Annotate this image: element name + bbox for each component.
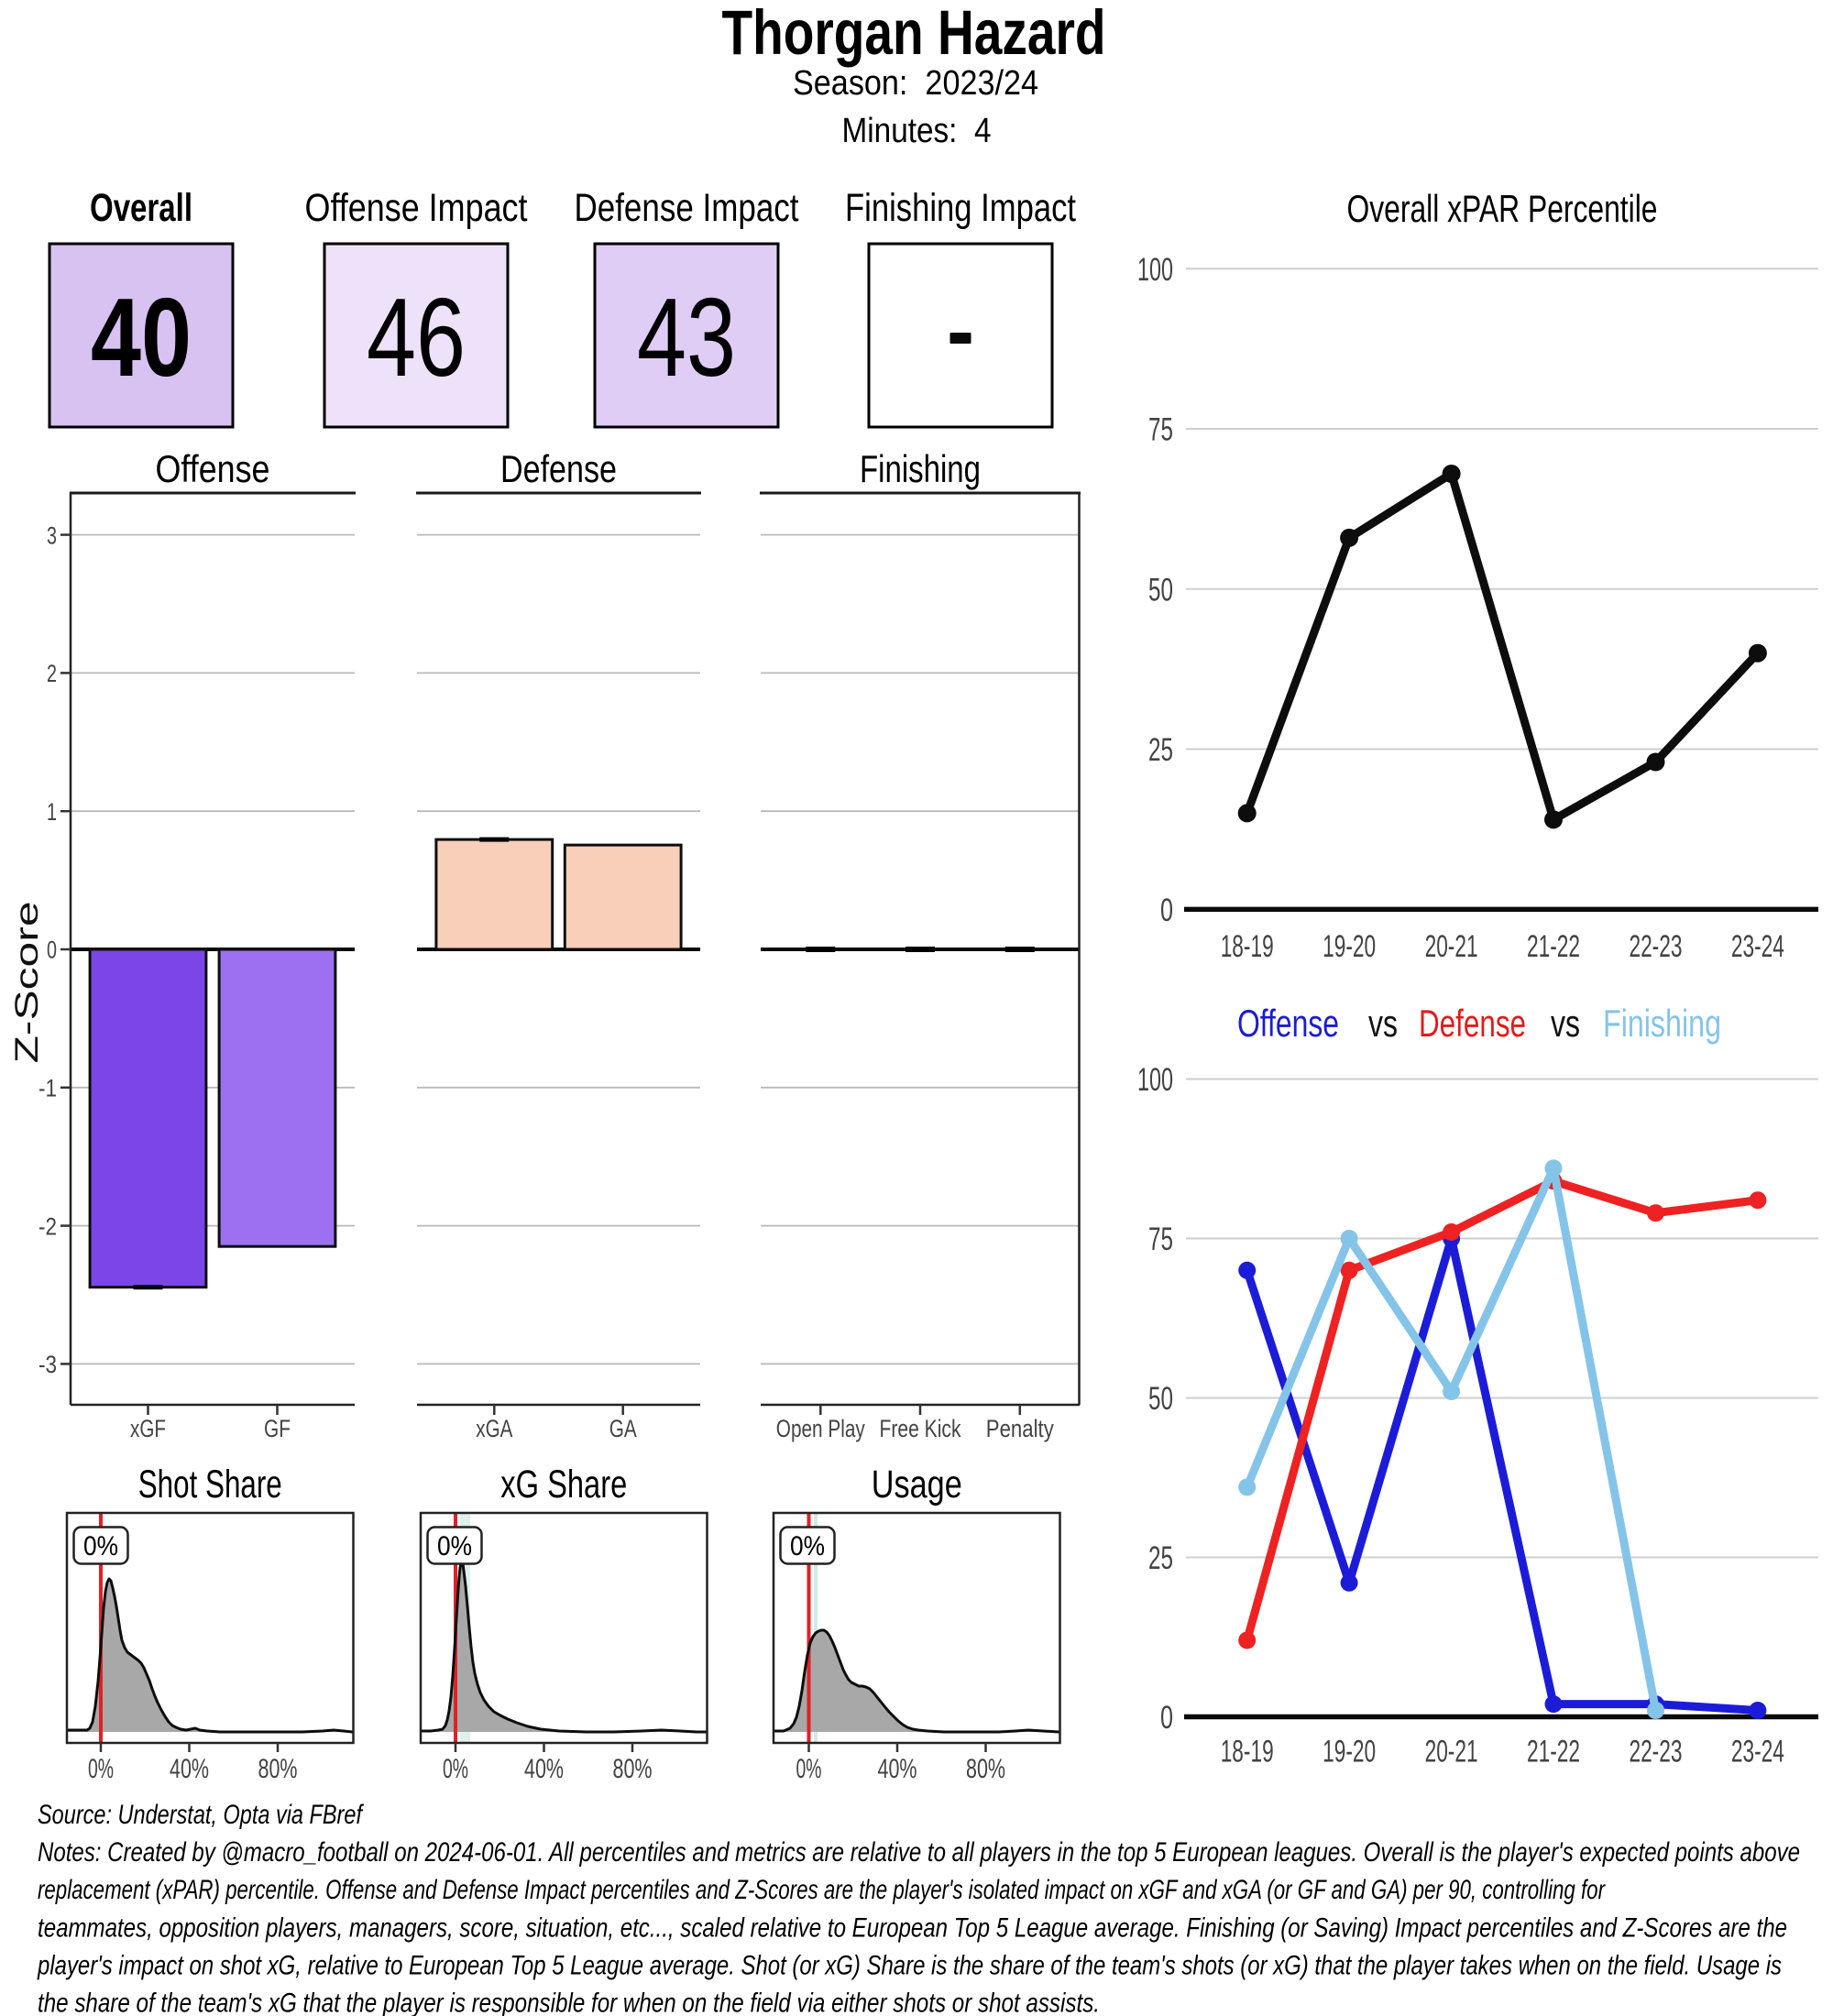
- svg-text:19-20: 19-20: [1323, 929, 1376, 964]
- svg-text:75: 75: [1148, 412, 1173, 448]
- svg-text:GF: GF: [264, 1415, 291, 1442]
- svg-text:100: 100: [1137, 1062, 1173, 1098]
- svg-text:Shot Share: Shot Share: [138, 1463, 282, 1507]
- svg-text:23-24: 23-24: [1731, 929, 1784, 964]
- svg-text:0%: 0%: [83, 1531, 118, 1561]
- svg-text:Defense: Defense: [1419, 1002, 1526, 1045]
- svg-text:xG Share: xG Share: [500, 1463, 627, 1507]
- svg-text:18-19: 18-19: [1221, 1735, 1274, 1769]
- svg-text:80%: 80%: [966, 1754, 1005, 1784]
- svg-text:2: 2: [47, 660, 57, 687]
- svg-text:Usage: Usage: [872, 1463, 962, 1507]
- svg-text:46: 46: [367, 275, 466, 400]
- svg-text:3: 3: [47, 521, 57, 549]
- svg-text:Offense: Offense: [156, 447, 270, 490]
- svg-text:40%: 40%: [524, 1754, 564, 1784]
- svg-text:-1: -1: [38, 1075, 57, 1102]
- svg-text:22-23: 22-23: [1629, 1735, 1682, 1769]
- svg-text:GA: GA: [609, 1415, 637, 1442]
- svg-text:0%: 0%: [790, 1531, 825, 1561]
- svg-text:Thorgan Hazard: Thorgan Hazard: [722, 0, 1106, 68]
- svg-text:100: 100: [1137, 252, 1173, 288]
- svg-text:xGF: xGF: [130, 1415, 166, 1442]
- svg-text:Defense: Defense: [500, 447, 617, 490]
- svg-text:0%: 0%: [88, 1754, 114, 1784]
- svg-text:0%: 0%: [796, 1754, 822, 1784]
- svg-text:Season: 2023/24: Season: 2023/24: [793, 64, 1038, 103]
- svg-text:80%: 80%: [613, 1754, 653, 1784]
- svg-text:21-22: 21-22: [1527, 1735, 1580, 1769]
- svg-text:Finishing Impact: Finishing Impact: [845, 186, 1076, 230]
- svg-text:75: 75: [1148, 1222, 1173, 1257]
- svg-text:0: 0: [1160, 1700, 1173, 1736]
- svg-text:19-20: 19-20: [1323, 1735, 1376, 1769]
- svg-text:43: 43: [637, 275, 736, 400]
- svg-text:20-21: 20-21: [1425, 1735, 1478, 1769]
- svg-text:player's impact on shot xG, re: player's impact on shot xG, relative to …: [37, 1950, 1782, 1980]
- svg-text:Overall xPAR Percentile: Overall xPAR Percentile: [1347, 187, 1658, 230]
- svg-text:replacement (xPAR) percentile.: replacement (xPAR) percentile. Offense a…: [38, 1875, 1606, 1905]
- svg-text:21-22: 21-22: [1527, 929, 1580, 964]
- svg-text:teammates, opposition players,: teammates, opposition players, managers,…: [38, 1912, 1787, 1943]
- svg-text:50: 50: [1148, 1381, 1173, 1417]
- svg-text:20-21: 20-21: [1425, 929, 1478, 964]
- svg-text:Free Kick: Free Kick: [880, 1415, 961, 1442]
- svg-text:50: 50: [1148, 572, 1173, 608]
- svg-text:40%: 40%: [878, 1754, 917, 1784]
- svg-text:0%: 0%: [443, 1754, 468, 1784]
- svg-text:25: 25: [1148, 1540, 1173, 1576]
- svg-text:Penalty: Penalty: [986, 1415, 1054, 1442]
- svg-text:xGA: xGA: [476, 1415, 512, 1442]
- svg-text:18-19: 18-19: [1221, 929, 1274, 964]
- svg-text:40%: 40%: [170, 1754, 209, 1784]
- svg-text:vs: vs: [1368, 1002, 1398, 1045]
- svg-text:25: 25: [1148, 732, 1173, 768]
- svg-text:0: 0: [47, 937, 57, 964]
- svg-text:Source: Understat, Opta via FB: Source: Understat, Opta via FBref: [38, 1800, 364, 1830]
- svg-text:0%: 0%: [437, 1531, 472, 1561]
- svg-text:Notes: Created by @macro_footb: Notes: Created by @macro_football on 202…: [38, 1837, 1800, 1868]
- svg-text:Offense: Offense: [1237, 1002, 1339, 1045]
- svg-text:1: 1: [47, 798, 57, 826]
- svg-text:Minutes: 4: Minutes: 4: [842, 112, 992, 150]
- svg-text:-2: -2: [38, 1212, 57, 1240]
- svg-text:Z-Score: Z-Score: [9, 902, 45, 1064]
- svg-text:Defense Impact: Defense Impact: [575, 186, 799, 230]
- svg-text:40: 40: [91, 275, 192, 400]
- svg-text:Offense Impact: Offense Impact: [305, 186, 528, 230]
- svg-text:0: 0: [1160, 893, 1173, 928]
- svg-text:Overall: Overall: [90, 186, 192, 230]
- svg-text:80%: 80%: [258, 1754, 298, 1784]
- svg-text:Open Play: Open Play: [776, 1415, 865, 1442]
- svg-text:23-24: 23-24: [1731, 1735, 1784, 1769]
- svg-text:the share of the team's xG tha: the share of the team's xG that the play…: [38, 1989, 1100, 2016]
- svg-text:vs: vs: [1551, 1002, 1580, 1045]
- svg-text:Finishing: Finishing: [860, 447, 981, 490]
- svg-text:-3: -3: [38, 1351, 57, 1378]
- svg-text:Finishing: Finishing: [1603, 1002, 1721, 1045]
- svg-text:22-23: 22-23: [1629, 929, 1682, 964]
